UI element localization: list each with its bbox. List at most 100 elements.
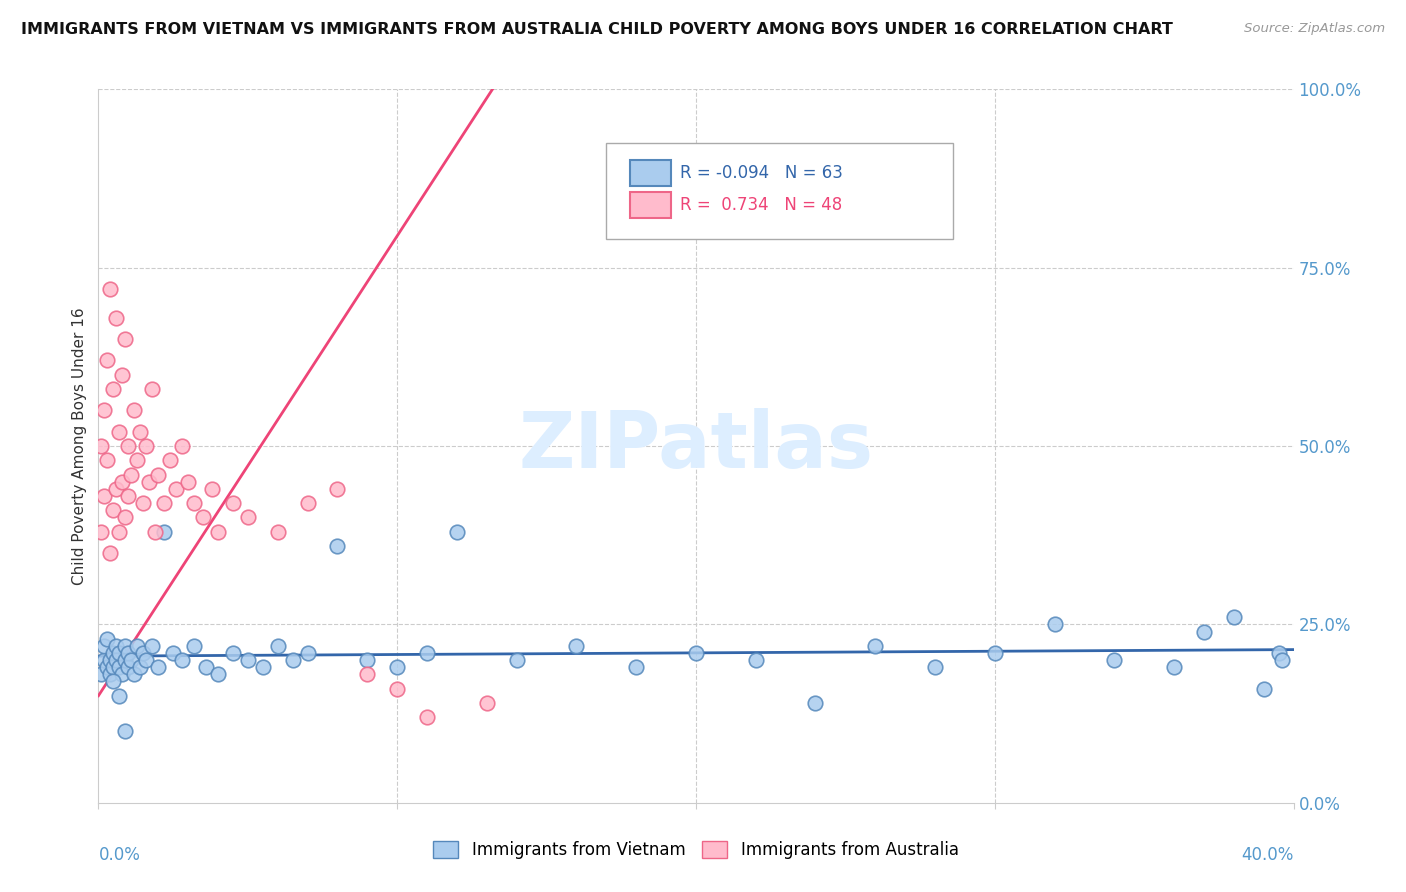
Point <box>103 660 125 674</box>
Point <box>1223 610 1246 624</box>
Point <box>114 510 136 524</box>
Point <box>183 496 205 510</box>
Point <box>356 667 378 681</box>
Point <box>236 653 259 667</box>
Point <box>103 382 125 396</box>
Point <box>103 646 125 660</box>
Point <box>222 646 245 660</box>
FancyBboxPatch shape <box>606 143 953 239</box>
Point <box>93 403 115 417</box>
Point <box>177 475 200 489</box>
Point <box>108 524 131 539</box>
Point <box>103 674 125 689</box>
Point <box>105 310 128 325</box>
FancyBboxPatch shape <box>630 192 671 218</box>
Point <box>626 660 648 674</box>
Point <box>90 524 112 539</box>
Point <box>1267 646 1289 660</box>
Point <box>201 482 224 496</box>
Point <box>745 653 768 667</box>
Point <box>124 667 146 681</box>
Point <box>207 667 229 681</box>
Point <box>172 439 194 453</box>
Point <box>416 710 439 724</box>
Point <box>98 282 122 296</box>
Point <box>281 653 304 667</box>
Point <box>108 660 131 674</box>
Point <box>446 524 468 539</box>
Point <box>129 425 152 439</box>
Point <box>114 653 136 667</box>
Point <box>138 475 160 489</box>
Point <box>865 639 887 653</box>
Point <box>1043 617 1066 632</box>
Point <box>804 696 827 710</box>
Point <box>117 660 139 674</box>
Point <box>565 639 588 653</box>
Point <box>114 639 136 653</box>
Point <box>111 368 134 382</box>
Point <box>267 639 290 653</box>
Point <box>105 639 128 653</box>
Point <box>90 667 112 681</box>
Point <box>114 724 136 739</box>
Point <box>165 482 187 496</box>
FancyBboxPatch shape <box>630 160 671 186</box>
Point <box>90 439 112 453</box>
Text: Source: ZipAtlas.com: Source: ZipAtlas.com <box>1244 22 1385 36</box>
Point <box>326 539 349 553</box>
Point <box>117 646 139 660</box>
Point <box>236 510 259 524</box>
Text: ZIPatlas: ZIPatlas <box>519 408 873 484</box>
Point <box>506 653 529 667</box>
Point <box>111 475 134 489</box>
Point <box>1271 653 1294 667</box>
Text: 40.0%: 40.0% <box>1241 846 1294 863</box>
Point <box>153 496 176 510</box>
Point <box>108 425 131 439</box>
Point <box>195 660 218 674</box>
Point <box>111 667 134 681</box>
Point <box>685 646 707 660</box>
Point <box>129 660 152 674</box>
Point <box>159 453 181 467</box>
Point <box>143 524 166 539</box>
Point <box>148 660 170 674</box>
Point <box>207 524 229 539</box>
Point <box>153 524 176 539</box>
Point <box>108 689 131 703</box>
Point <box>108 646 131 660</box>
Point <box>222 496 245 510</box>
Point <box>120 467 142 482</box>
Point <box>356 653 378 667</box>
Point <box>475 696 498 710</box>
Y-axis label: Child Poverty Among Boys Under 16: Child Poverty Among Boys Under 16 <box>72 307 87 585</box>
Point <box>267 524 290 539</box>
Point <box>132 646 155 660</box>
Point <box>148 467 170 482</box>
Point <box>96 660 118 674</box>
Point <box>105 482 128 496</box>
Point <box>1192 624 1215 639</box>
Point <box>105 653 128 667</box>
Point <box>96 353 118 368</box>
Point <box>93 639 115 653</box>
Point <box>141 639 163 653</box>
Point <box>297 496 319 510</box>
Point <box>117 439 139 453</box>
Point <box>191 510 214 524</box>
Point <box>162 646 184 660</box>
Point <box>103 503 125 517</box>
Text: 0.0%: 0.0% <box>98 846 141 863</box>
Point <box>127 639 149 653</box>
Point <box>924 660 946 674</box>
Point <box>124 403 146 417</box>
Legend: Immigrants from Vietnam, Immigrants from Australia: Immigrants from Vietnam, Immigrants from… <box>427 834 965 866</box>
Point <box>385 660 409 674</box>
Point <box>1163 660 1185 674</box>
Point <box>98 667 122 681</box>
Point <box>127 453 149 467</box>
Point <box>135 439 157 453</box>
Point <box>98 653 122 667</box>
Point <box>416 646 439 660</box>
